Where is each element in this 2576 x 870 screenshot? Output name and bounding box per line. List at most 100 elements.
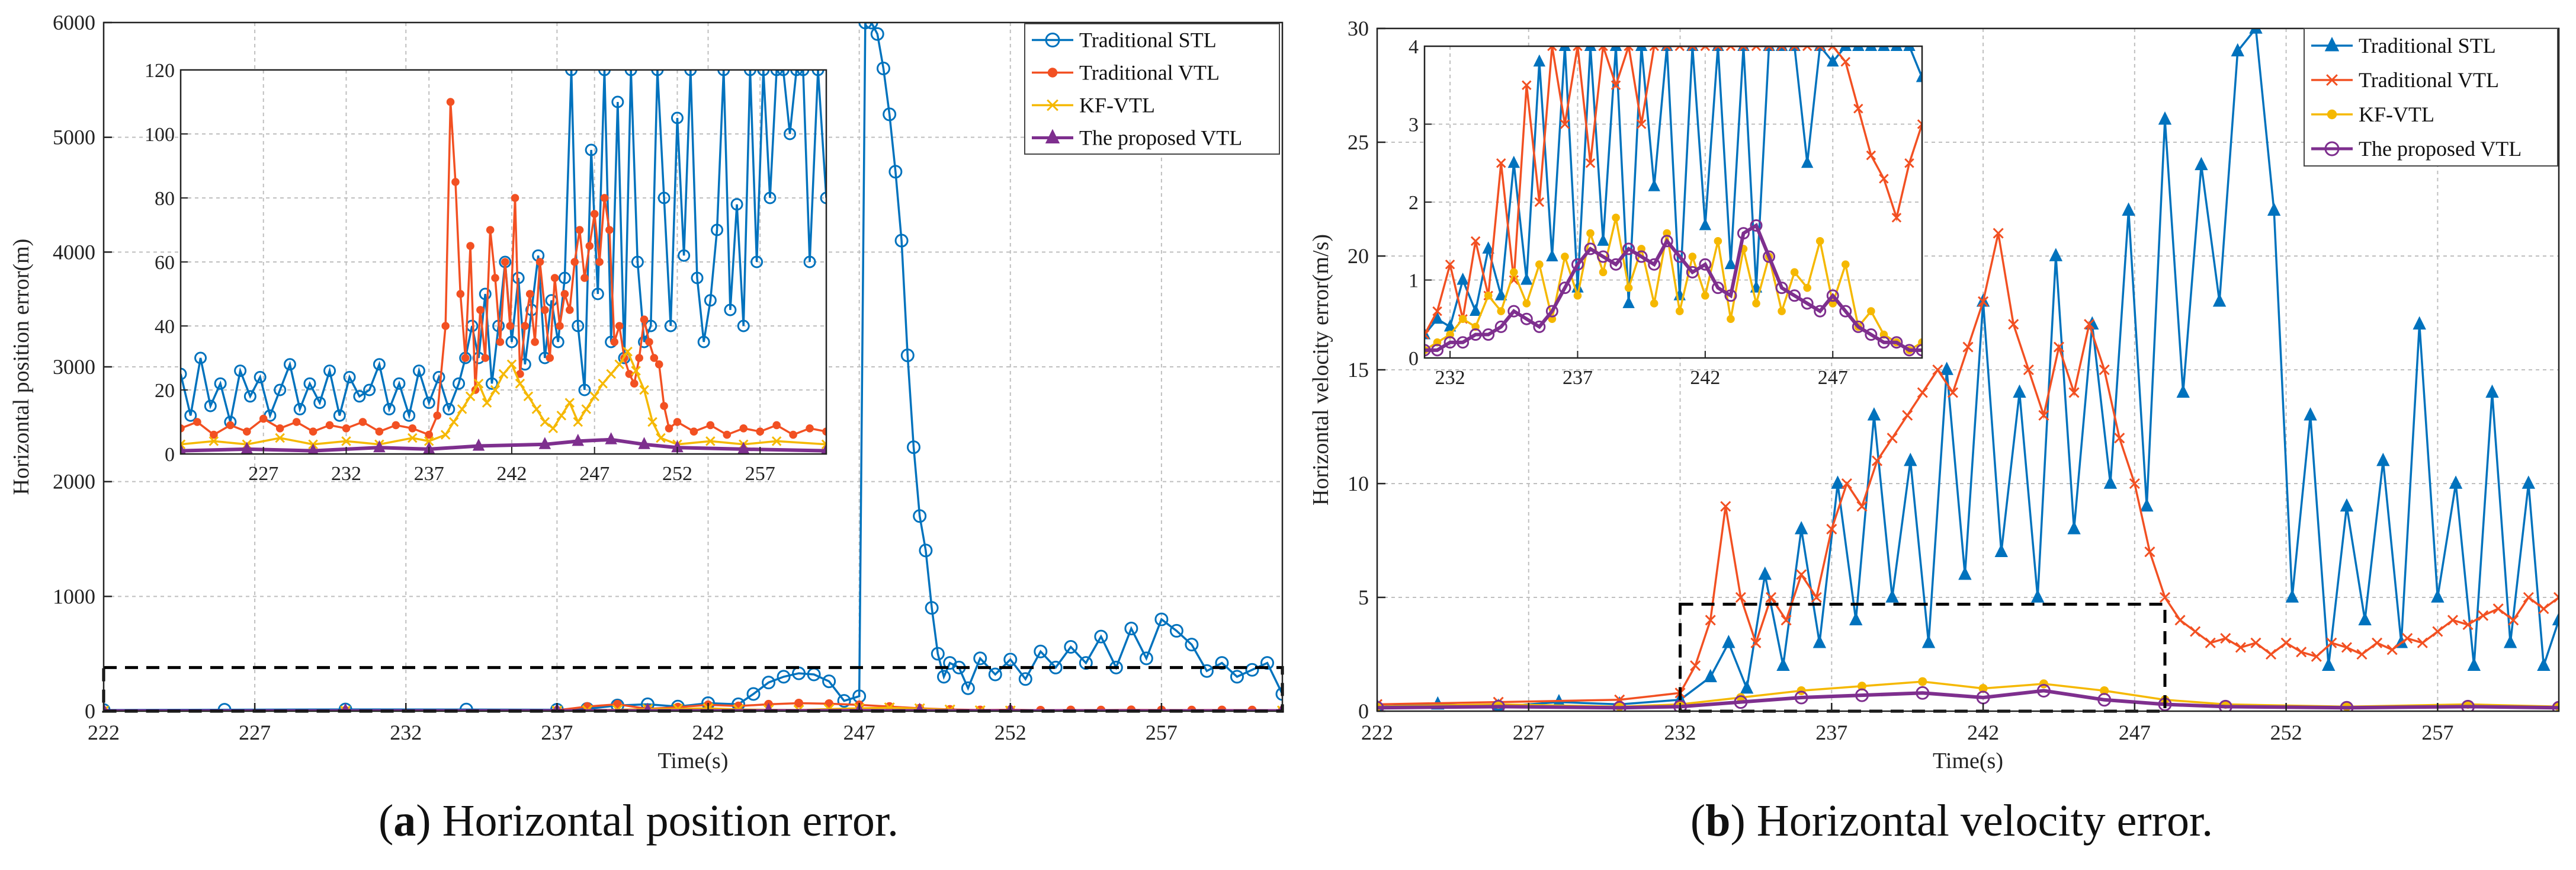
data-point-traditional-stl [1169,623,1183,638]
inset-data-point-traditional-vtl [481,354,490,362]
inset-data-point-traditional-stl [1890,46,1903,51]
data-point-traditional-vtl [1947,387,1958,398]
inset-data-point-traditional-stl [1865,46,1878,51]
inset-data-point-kf-vtl [1624,283,1633,292]
inset-data-point-traditional-stl [1495,288,1507,300]
data-point-traditional-stl [822,674,836,689]
inset-data-point-traditional-stl [611,95,624,108]
inset-data-point-the-proposed-vtl [1788,289,1801,302]
inset-data-point-kf-vtl [1650,299,1658,308]
inset-data-point-kf-vtl [506,359,517,370]
inset-data-point-kf-vtl [1714,236,1722,245]
data-point-kf-vtl [672,703,684,711]
inset-x-tick-label: 257 [745,463,775,485]
data-point-traditional-vtl [1993,228,2004,239]
inset-data-point-the-proposed-vtl [1520,312,1533,325]
data-point-traditional-vtl [2053,341,2065,353]
data-point-the-proposed-vtl [1377,701,1384,711]
inset-data-point-kf-vtl [705,436,716,446]
inset-data-point-traditional-vtl [673,418,682,426]
data-point-the-proposed-vtl [2218,699,2232,711]
inset-data-point-traditional-vtl [1649,46,1659,52]
inset-series-line-traditional-vtl [1425,46,1922,335]
inset-data-point-kf-vtl [531,404,542,414]
inset-data-point-kf-vtl [440,430,451,440]
data-point-traditional-stl [1794,521,1808,535]
inset-data-point-traditional-vtl [275,424,284,433]
data-point-traditional-stl [1094,629,1108,644]
inset-data-point-kf-vtl [457,404,467,414]
inset-data-point-traditional-vtl [535,258,544,266]
inset-data-point-kf-vtl [1612,213,1620,222]
inset-data-point-traditional-vtl [1598,46,1608,52]
inset-data-point-the-proposed-vtl [1494,320,1507,333]
data-point-traditional-vtl [1690,660,1701,671]
data-point-traditional-vtl [1796,569,1807,580]
inset-data-point-kf-vtl [573,417,583,427]
inset-data-point-kf-vtl [498,369,509,379]
inset-data-point-the-proposed-vtl [1533,320,1546,333]
inset-data-point-traditional-stl [691,271,704,284]
data-point-traditional-stl [2267,202,2281,216]
inset-series-line-the-proposed-vtl [1425,223,1922,352]
inset-data-point-kf-vtl [1727,315,1735,324]
inset-data-point-traditional-stl [631,255,644,268]
inset-data-point-traditional-stl [711,223,724,236]
y-tick-label: 1000 [53,584,95,608]
inset-data-point-the-proposed-vtl [1699,258,1712,271]
inset-data-point-traditional-stl [393,377,406,390]
inset-data-point-traditional-stl [313,396,326,410]
inset-data-point-traditional-vtl [565,306,574,314]
data-point-traditional-stl [900,348,915,363]
inset-data-point-traditional-vtl [242,427,251,436]
data-point-traditional-stl [973,651,987,666]
inset-data-point-traditional-vtl [433,411,442,420]
data-point-traditional-vtl [1917,387,1928,398]
inset-data-point-the-proposed-vtl [472,439,485,451]
inset-data-point-traditional-vtl [806,424,814,433]
data-point-traditional-vtl [1932,364,1943,376]
legend-label: Traditional STL [2359,34,2496,57]
inset-data-point-kf-vtl [515,378,525,389]
data-point-traditional-vtl [2159,591,2171,603]
data-point-the-proposed-vtl [1612,701,1627,711]
data-point-traditional-stl [1139,651,1153,666]
data-point-traditional-vtl [2326,637,2337,648]
data-point-traditional-stl [2449,475,2463,489]
data-point-traditional-stl [1812,635,1827,648]
y-tick-label: 25 [1348,130,1369,154]
inset-data-point-traditional-stl [750,255,764,268]
inset-data-point-traditional-vtl [325,421,334,430]
legend-b: Traditional STL Traditional VTL KF-VTL The … [2304,28,2558,167]
data-point-traditional-vtl [2296,647,2307,658]
inset-data-point-traditional-vtl [1827,46,1838,52]
data-point-traditional-stl [864,23,878,30]
inset-data-point-kf-vtl [540,417,550,427]
inset-data-point-traditional-stl [1724,257,1737,270]
inset-data-point-kf-vtl [1535,260,1544,269]
data-point-traditional-stl [2231,43,2244,57]
legend-item-traditional-vtl: Traditional VTL [2311,68,2499,92]
inset-data-point-traditional-vtl [1585,158,1596,168]
data-point-traditional-vtl [2356,648,2368,660]
inset-data-point-traditional-stl [704,294,717,307]
data-point-traditional-vtl [1856,501,1868,512]
inset-data-point-traditional-stl [770,70,783,76]
data-point-traditional-stl [1904,452,1917,466]
inset-data-point-traditional-vtl [546,354,554,362]
inset-data-point-kf-vtl [1790,268,1799,277]
inset-data-point-kf-vtl [275,433,285,443]
y-tick-label: 20 [1348,244,1369,268]
data-point-the-proposed-vtl [2036,683,2051,698]
inset-data-point-traditional-stl [1903,46,1916,51]
inset-data-point-traditional-vtl [466,242,474,250]
inset-data-point-the-proposed-vtl [1482,328,1495,341]
inset-data-point-traditional-stl [1648,179,1660,191]
inset-data-point-traditional-stl [234,364,247,378]
inset-data-point-the-proposed-vtl [1431,344,1444,357]
inset-data-point-traditional-stl [303,377,316,390]
inset-data-point-traditional-vtl [531,338,539,346]
inset-data-point-traditional-vtl [491,274,499,282]
inset-data-point-traditional-stl [1457,273,1469,285]
x-tick-label: 222 [1361,721,1393,744]
